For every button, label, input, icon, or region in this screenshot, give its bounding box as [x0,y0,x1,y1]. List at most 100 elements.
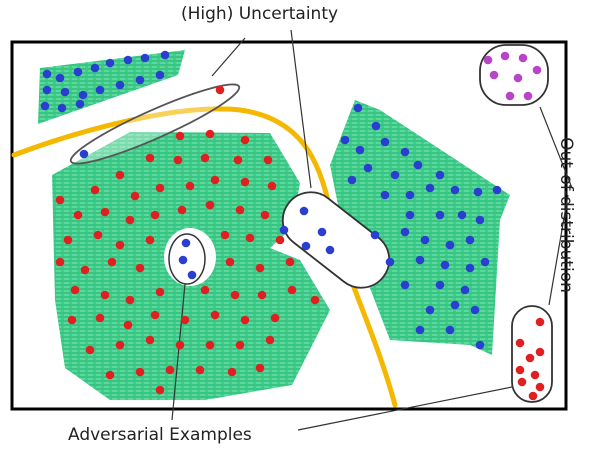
blue-point [363,163,373,173]
blue-point [95,85,105,95]
purple-point [500,51,510,61]
blue-point [473,187,483,197]
blue-point [73,67,83,77]
red-point [67,315,77,325]
blue-point [435,280,445,290]
purple-point [523,91,533,101]
red-point [177,205,187,215]
blue-point [187,270,197,280]
out-of-distribution-label: Out-of-distribution [556,137,576,293]
blue-point [301,241,311,251]
diagram-frame [10,40,568,411]
blue-point [450,300,460,310]
blue-point [435,210,445,220]
red-point [205,129,215,139]
red-point [515,365,525,375]
blue-point [470,305,480,315]
purple-point [483,55,493,65]
blue-point [75,99,85,109]
red-point [155,183,165,193]
purple-point [532,65,542,75]
blue-point [355,145,365,155]
red-point [257,290,267,300]
blue-point [425,305,435,315]
red-point [135,367,145,377]
blue-point [475,215,485,225]
blue-point [123,55,133,65]
red-point [275,235,285,245]
adversarial-examples-label: Adversarial Examples [68,425,252,445]
red-point [185,181,195,191]
blue-point [78,90,88,100]
red-point [123,320,133,330]
red-point [173,155,183,165]
blue-point [425,183,435,193]
blue-point [380,190,390,200]
red-point [63,235,73,245]
blue-point [60,87,70,97]
blue-point [460,285,470,295]
adversarial-oval[interactable] [168,233,206,285]
blue-point [317,227,327,237]
uncertainty-oval-left[interactable] [65,74,244,174]
blue-point [492,185,502,195]
red-point [233,155,243,165]
red-point [227,367,237,377]
blue-point [413,160,423,170]
blue-point [435,170,445,180]
red-point [93,230,103,240]
ood-oval-purple[interactable] [479,44,549,106]
red-point [528,391,538,401]
red-point [530,370,540,380]
ood-oval-red[interactable] [511,305,553,403]
blue-point [465,235,475,245]
red-point [55,257,65,267]
blue-point [400,147,410,157]
red-point [130,191,140,201]
red-point [175,340,185,350]
blue-point [135,75,145,85]
red-point [220,230,230,240]
red-point [240,315,250,325]
red-point [525,353,535,363]
red-point [175,131,185,141]
blue-point [385,257,395,267]
red-point [310,295,320,305]
red-point [125,295,135,305]
red-point [115,240,125,250]
blue-point [160,50,170,60]
blue-point [347,175,357,185]
blue-point [465,263,475,273]
blue-point [299,206,309,216]
red-point [155,287,165,297]
blue-point [420,235,430,245]
red-point [255,363,265,373]
red-point [270,313,280,323]
red-point [55,195,65,205]
blue-point [178,255,188,265]
uncertainty-oval-right[interactable] [271,181,400,299]
purple-point [505,91,515,101]
red-point [145,235,155,245]
blue-point [475,340,485,350]
red-point [73,210,83,220]
blue-point [450,185,460,195]
red-point [195,365,205,375]
red-point [535,382,545,392]
red-point [200,285,210,295]
pointer-ood-bottom [548,194,569,306]
blue-point [42,69,52,79]
red-point [85,345,95,355]
red-point [230,290,240,300]
red-point [125,215,135,225]
blue-point [405,190,415,200]
blue-point [371,121,381,131]
blue-point [390,170,400,180]
red-point [180,315,190,325]
red-point [287,285,297,295]
red-point [210,310,220,320]
red-point [205,340,215,350]
red-point [235,340,245,350]
red-point [165,365,175,375]
blue-point [79,149,89,159]
